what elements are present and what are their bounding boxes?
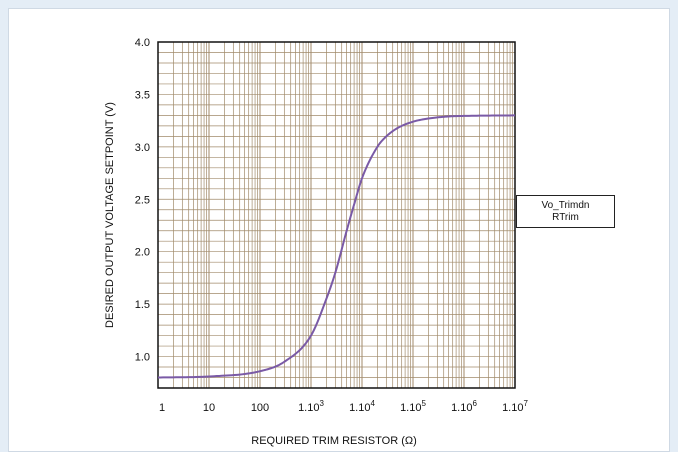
x-tick-label: 1.104 <box>349 399 375 414</box>
legend-entry-2: RTrim <box>552 212 579 223</box>
x-tick-label: 1.103 <box>298 399 324 414</box>
x-tick-labels: 1 10 100 1.103 1.104 1.105 1.106 1.107 <box>159 399 529 414</box>
x-tick-label: 100 <box>251 402 269 414</box>
y-axis-label: DESIRED OUTPUT VOLTAGE SETPOINT (V) <box>104 102 116 328</box>
y-tick-labels: 4.0 3.5 3.0 2.5 2.0 1.5 1.0 <box>135 37 150 364</box>
series-line <box>157 114 516 379</box>
x-tick-label: 10 <box>203 402 215 414</box>
plot-border <box>157 41 516 389</box>
y-tick-label: 2.0 <box>135 247 150 259</box>
grid-lines <box>157 41 515 388</box>
y-tick-label: 1.5 <box>135 299 150 311</box>
x-tick-label: 1.105 <box>400 399 426 414</box>
y-tick-label: 3.0 <box>135 142 150 154</box>
x-tick-label: 1.106 <box>451 399 477 414</box>
x-tick-label: 1 <box>159 402 165 414</box>
chart-frame <box>8 8 670 452</box>
x-axis-label: REQUIRED TRIM RESISTOR (Ω) <box>251 435 417 447</box>
legend: Vo_Trimdn RTrim <box>516 195 615 228</box>
x-tick-label: 1.107 <box>502 399 528 414</box>
y-tick-label: 3.5 <box>135 89 150 101</box>
y-tick-label: 2.5 <box>135 194 150 206</box>
legend-entry-1: Vo_Trimdn <box>541 200 590 211</box>
y-tick-label: 4.0 <box>135 37 150 49</box>
y-tick-label: 1.0 <box>135 352 150 364</box>
